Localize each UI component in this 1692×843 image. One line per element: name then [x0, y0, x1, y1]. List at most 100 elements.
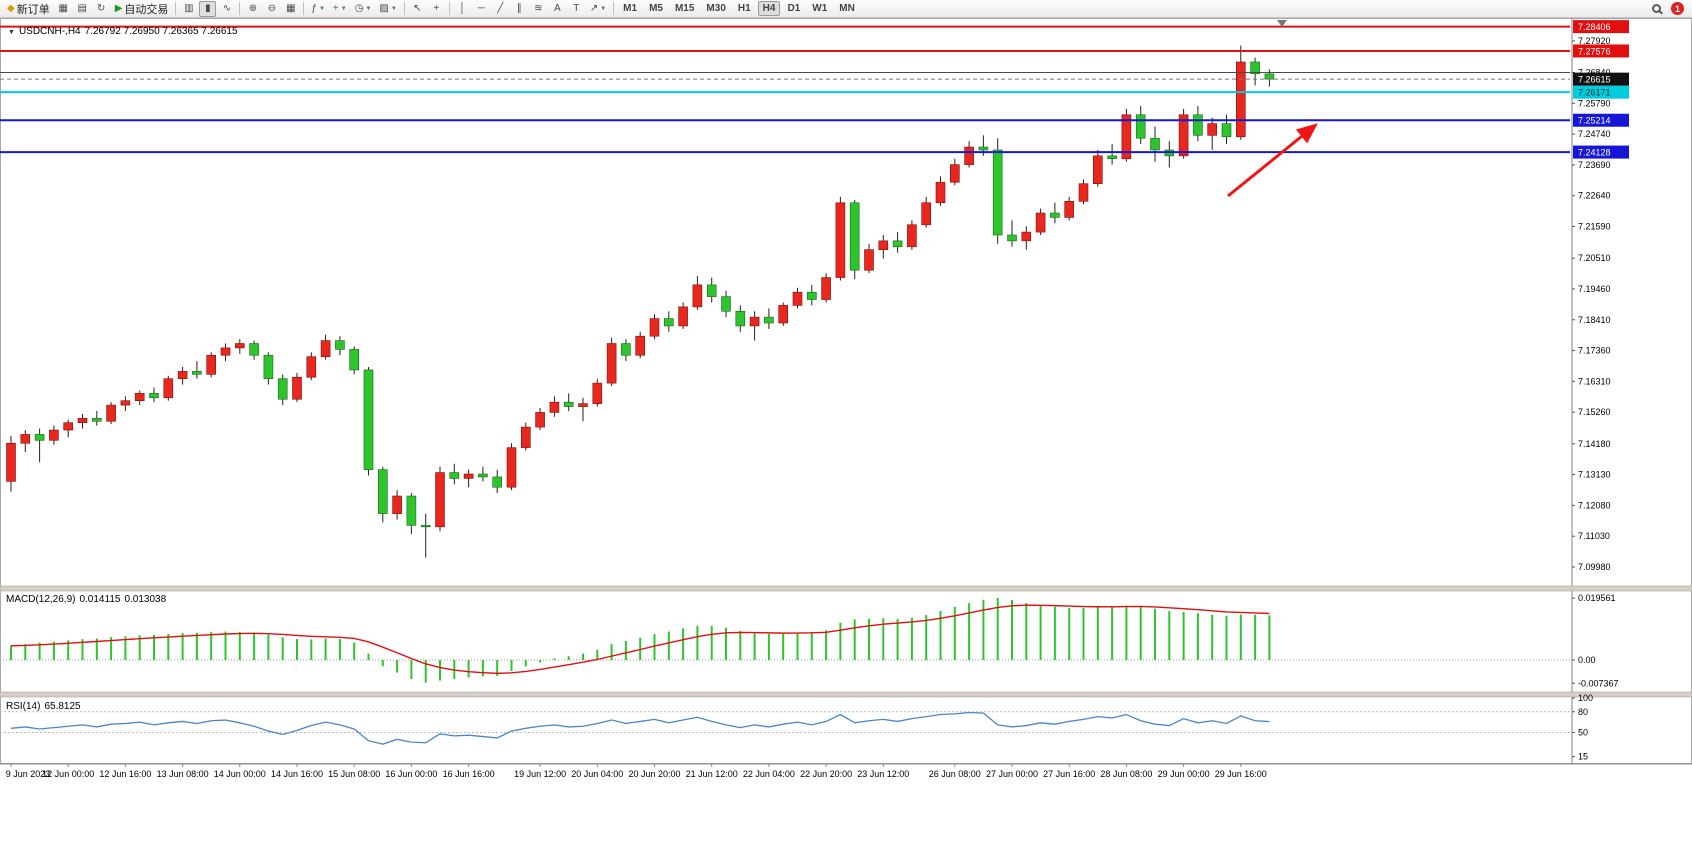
candle[interactable] — [349, 349, 360, 371]
candle[interactable] — [292, 376, 302, 400]
autotrading-button[interactable]: ▶ 自动交易 — [112, 1, 172, 17]
cursor-icon[interactable]: ↖ — [409, 1, 426, 17]
candle[interactable] — [92, 418, 102, 422]
candle[interactable] — [1078, 183, 1089, 202]
candle[interactable] — [1021, 231, 1032, 242]
candle[interactable] — [649, 318, 660, 337]
candle[interactable] — [563, 401, 574, 407]
candle[interactable] — [778, 305, 789, 324]
chart-canvas[interactable]: 7.27920 7.26840 7.25790 7.24740 7.23690 7.226… — [0, 18, 1692, 843]
line-chart-icon[interactable]: ∿ — [218, 1, 235, 17]
candle[interactable] — [220, 347, 231, 356]
templates-icon[interactable]: ▨ ▼ — [376, 1, 399, 17]
candle[interactable] — [949, 164, 960, 183]
candle[interactable] — [935, 181, 946, 204]
candle[interactable] — [306, 356, 317, 378]
new-order-button[interactable]: ◆ 新订单 — [4, 1, 53, 17]
one-click-expander-icon[interactable]: ▼ — [8, 29, 15, 36]
candle[interactable] — [363, 369, 374, 470]
timeframe-m5[interactable]: M5 — [649, 3, 663, 14]
candle[interactable] — [992, 149, 1003, 236]
text-icon[interactable]: A — [549, 1, 566, 17]
zoom-in-icon[interactable]: ⊕ — [244, 1, 261, 17]
zoom-out-icon[interactable]: ⊖ — [263, 1, 280, 17]
candle[interactable] — [192, 371, 202, 375]
candle[interactable] — [792, 291, 803, 306]
candle[interactable] — [277, 378, 288, 400]
candle[interactable] — [706, 284, 717, 297]
candle[interactable] — [506, 447, 517, 488]
trend-arrow-annotation[interactable] — [1227, 123, 1318, 198]
candle[interactable] — [1150, 137, 1160, 151]
timeframe-h1[interactable]: H1 — [737, 3, 751, 14]
candle[interactable] — [149, 393, 159, 399]
candle[interactable] — [235, 343, 245, 349]
candle[interactable] — [492, 476, 503, 488]
candle[interactable] — [392, 495, 402, 514]
candle[interactable] — [764, 316, 774, 324]
dropdown-caret-icon[interactable]: ▼ — [365, 5, 372, 12]
candle[interactable] — [1178, 114, 1189, 157]
candle[interactable] — [420, 525, 431, 528]
dropdown-caret-icon[interactable]: ▼ — [318, 5, 325, 12]
timeframe-w1[interactable]: W1 — [812, 3, 828, 14]
candle[interactable] — [821, 277, 831, 300]
bar-chart-icon[interactable]: ▥ — [180, 1, 197, 17]
candle[interactable] — [1107, 155, 1117, 160]
candle[interactable] — [549, 401, 560, 413]
candlestick-chart-icon[interactable]: ▮ — [199, 0, 217, 17]
candle[interactable] — [907, 224, 917, 248]
vertical-line-icon[interactable]: │ — [454, 1, 471, 17]
candle[interactable] — [692, 284, 703, 308]
candle[interactable] — [34, 434, 45, 441]
crosshair-icon[interactable]: + — [428, 1, 445, 17]
pane-separator[interactable] — [0, 691, 1692, 698]
dropdown-caret-icon[interactable]: ▼ — [600, 5, 607, 12]
candle[interactable] — [120, 400, 131, 406]
candle[interactable] — [6, 442, 16, 482]
candle[interactable] — [134, 393, 145, 402]
candle[interactable] — [77, 418, 88, 424]
label-icon[interactable]: T — [568, 1, 585, 17]
candle[interactable] — [1093, 155, 1103, 184]
candle[interactable] — [177, 371, 188, 380]
candle[interactable] — [964, 146, 974, 165]
candle[interactable] — [635, 335, 646, 356]
timeframe-mn[interactable]: MN — [839, 3, 855, 14]
candle[interactable] — [663, 318, 674, 327]
candle[interactable] — [1264, 73, 1275, 80]
chart-shift-marker[interactable] — [1277, 20, 1287, 27]
candle[interactable] — [1207, 123, 1217, 136]
candle[interactable] — [864, 249, 874, 271]
tile-windows-icon[interactable]: ▦ — [282, 1, 299, 17]
candle[interactable] — [592, 382, 603, 404]
candle[interactable] — [878, 240, 889, 250]
candle[interactable] — [63, 422, 74, 431]
candle[interactable] — [921, 202, 932, 226]
candle[interactable] — [1064, 200, 1074, 218]
indicators-icon[interactable]: ƒ ▼ — [308, 1, 328, 17]
candle[interactable] — [749, 316, 760, 327]
candle[interactable] — [678, 306, 688, 327]
candle[interactable] — [163, 378, 174, 399]
candle[interactable] — [1236, 61, 1246, 138]
candle[interactable] — [435, 472, 445, 528]
candle[interactable] — [520, 426, 531, 448]
candle[interactable] — [978, 146, 989, 151]
candle[interactable] — [849, 202, 860, 271]
add-indicator-icon[interactable]: + ▼ — [330, 1, 350, 17]
candle[interactable] — [377, 469, 388, 514]
timeframe-d1[interactable]: D1 — [787, 3, 801, 14]
equidistant-channel-icon[interactable]: ∥ — [511, 1, 528, 17]
candle[interactable] — [1193, 114, 1203, 136]
candle[interactable] — [892, 240, 903, 248]
candle[interactable] — [1221, 123, 1232, 138]
candle[interactable] — [478, 473, 488, 478]
candle[interactable] — [263, 354, 274, 380]
fibonacci-icon[interactable]: ≋ — [530, 1, 547, 17]
dropdown-caret-icon[interactable]: ▼ — [340, 5, 347, 12]
candle[interactable] — [578, 403, 588, 407]
candle[interactable] — [621, 343, 631, 356]
candle[interactable] — [463, 473, 474, 479]
timeframe-h4[interactable]: H4 — [757, 1, 781, 16]
